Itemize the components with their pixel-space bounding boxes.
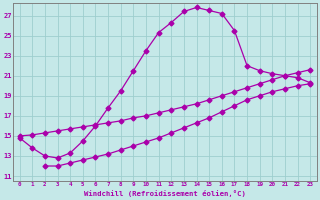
X-axis label: Windchill (Refroidissement éolien,°C): Windchill (Refroidissement éolien,°C) (84, 190, 246, 197)
